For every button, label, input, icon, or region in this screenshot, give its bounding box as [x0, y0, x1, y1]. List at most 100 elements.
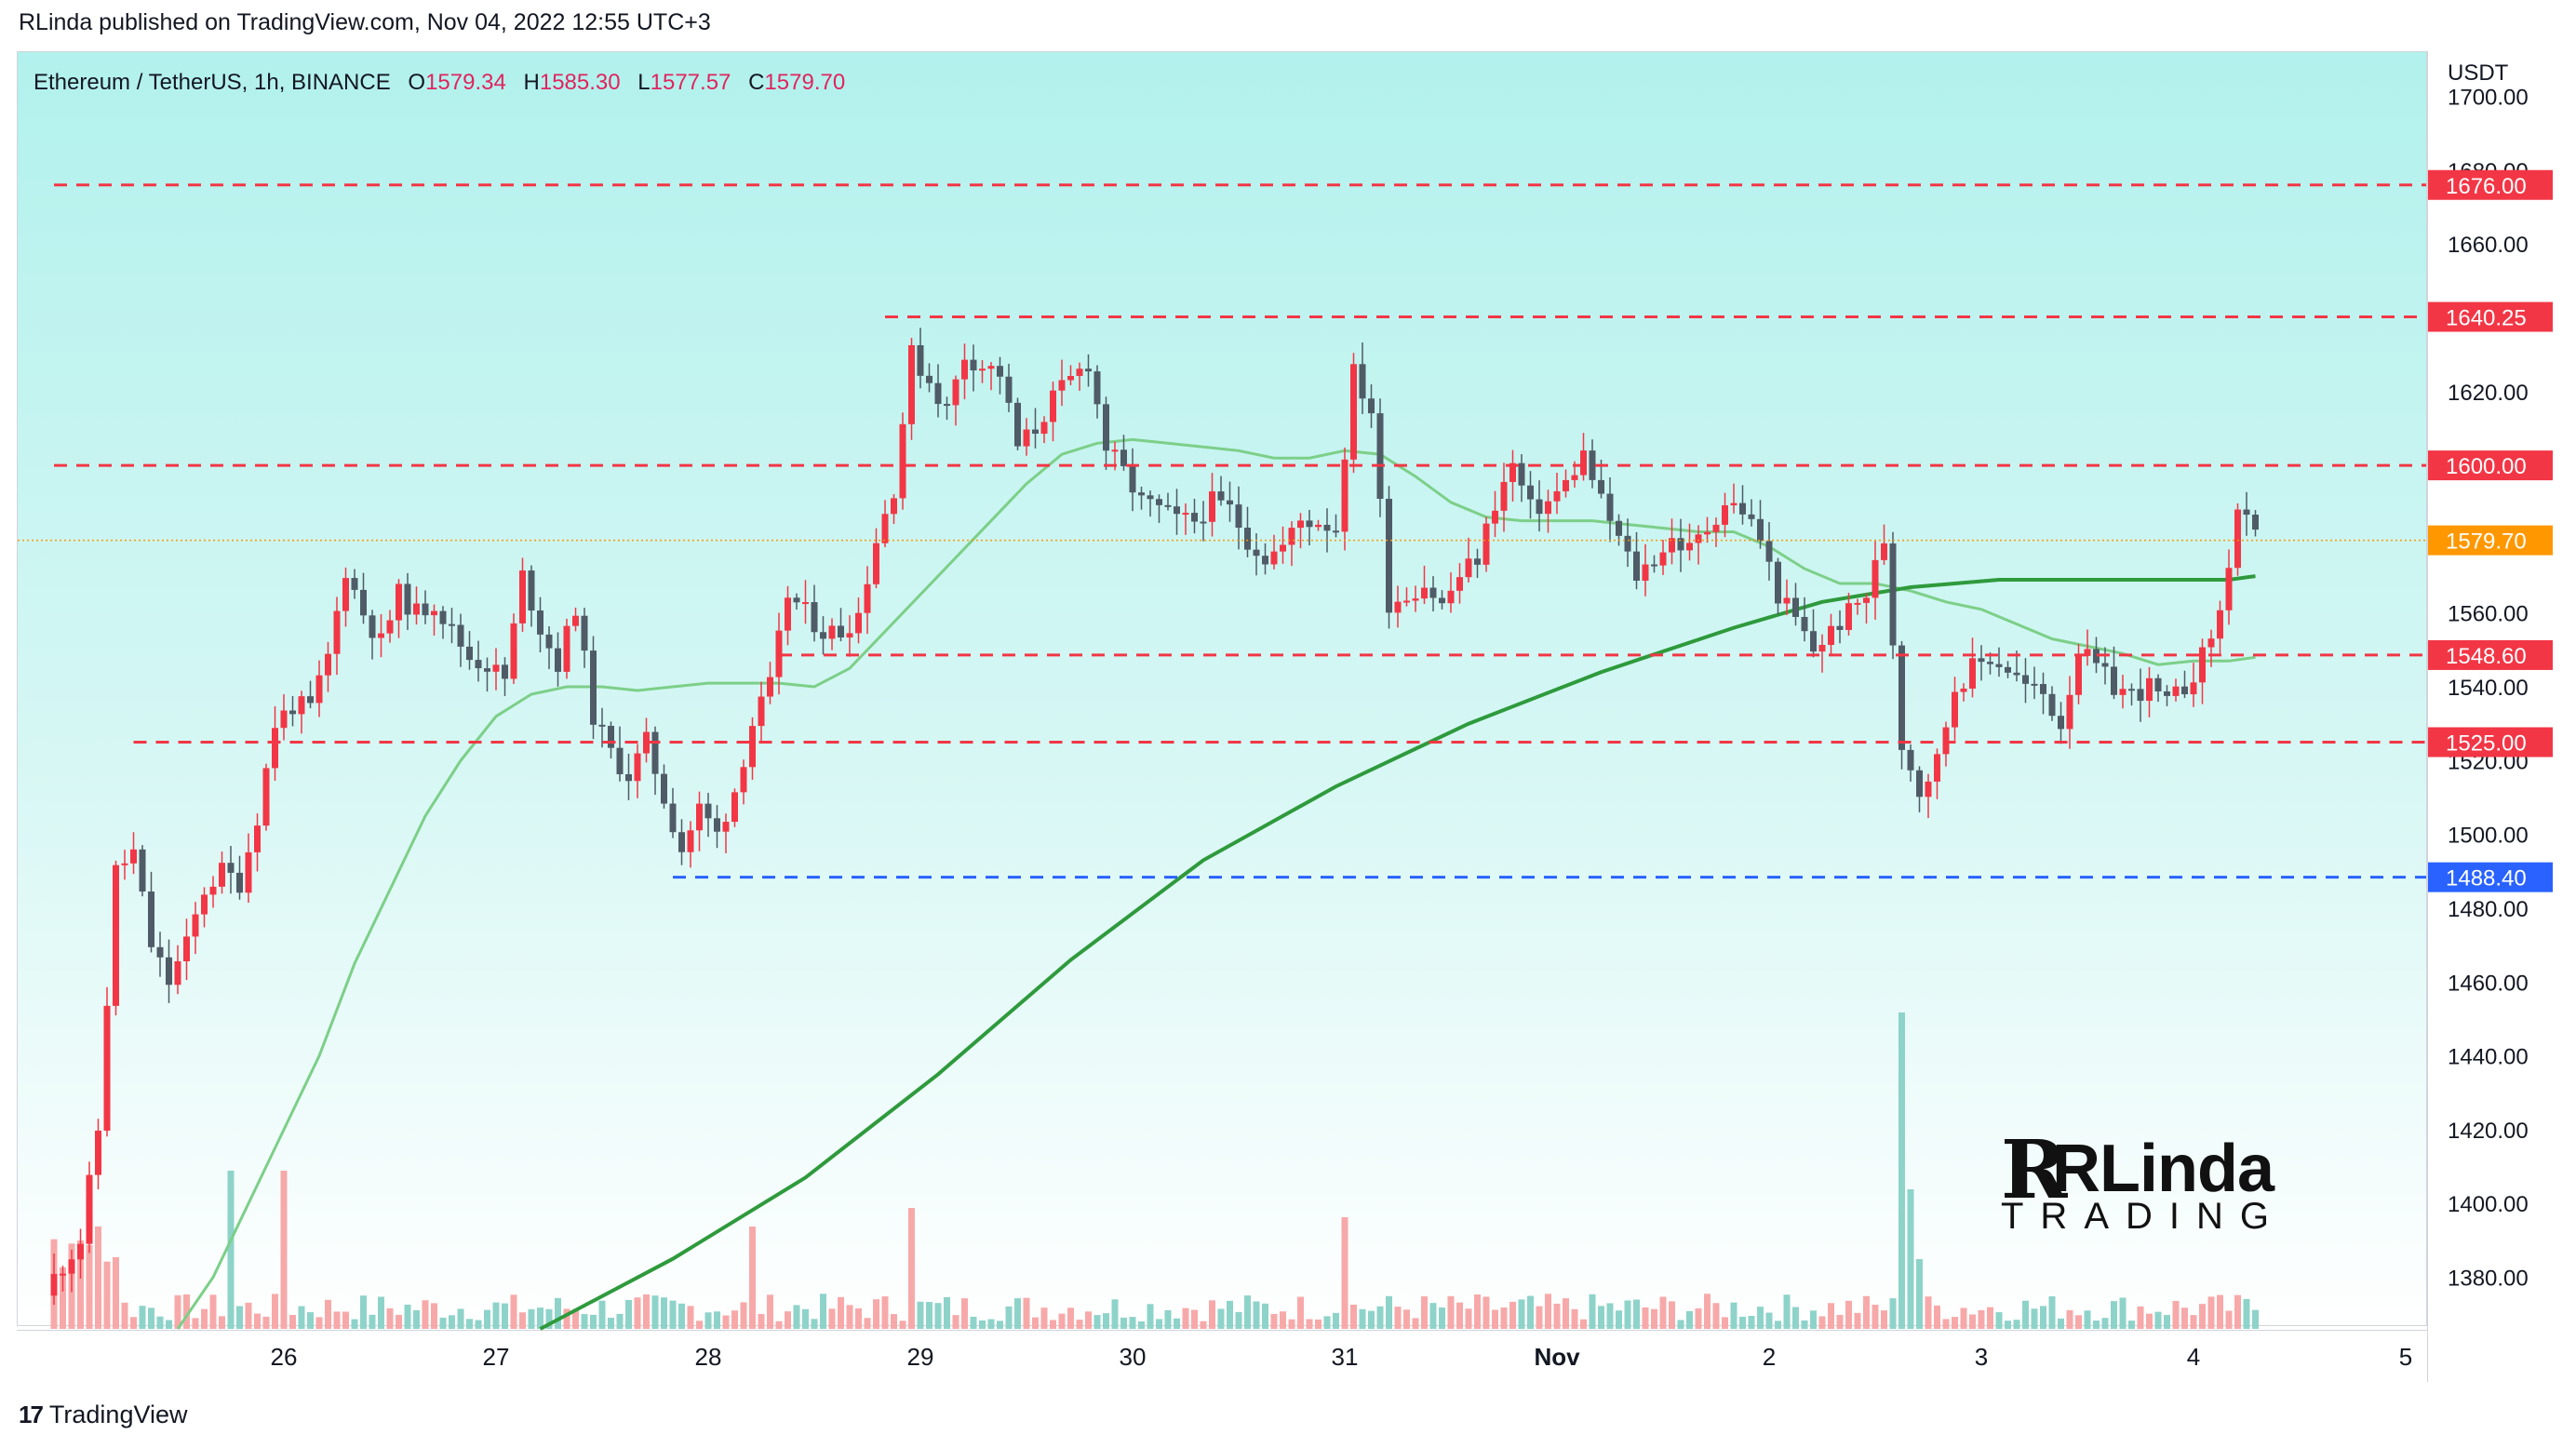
- level-price-badge: [2428, 862, 2553, 892]
- chart-plot-area[interactable]: [18, 52, 2426, 1330]
- candle-body: [1138, 492, 1145, 496]
- footer-brand: TradingView: [48, 1401, 188, 1428]
- volume-bar: [298, 1306, 305, 1329]
- volume-bar: [1563, 1298, 1569, 1329]
- candle-body: [2181, 686, 2188, 695]
- candle-body: [1995, 664, 2003, 667]
- candle-body: [1244, 528, 1251, 550]
- candle-body: [449, 623, 455, 626]
- volume-bar: [325, 1299, 331, 1329]
- candle-body: [1792, 597, 1799, 617]
- candle-body: [2199, 647, 2206, 683]
- volume-bar: [1509, 1301, 1516, 1329]
- candle-body: [174, 960, 181, 985]
- volume-bar: [1474, 1294, 1481, 1329]
- volume-bar: [121, 1302, 128, 1329]
- volume-bar: [1492, 1309, 1498, 1329]
- candle-body: [1872, 559, 1879, 598]
- volume-bar: [1005, 1306, 1013, 1329]
- candle-body: [439, 610, 447, 624]
- candle-body: [475, 660, 482, 669]
- candle-body: [785, 597, 791, 631]
- volume-bar: [1235, 1311, 1242, 1329]
- volume-bar: [315, 1317, 323, 1329]
- candle-body: [2005, 666, 2011, 673]
- candle-body: [1368, 398, 1375, 414]
- time-axis[interactable]: [17, 1330, 2427, 1382]
- candle-body: [1288, 528, 1295, 545]
- volume-bar: [166, 1320, 172, 1329]
- volume-bar: [130, 1317, 137, 1329]
- candle-body: [466, 646, 473, 661]
- level-price-label: 1525.00: [2446, 731, 2527, 757]
- volume-bar: [2031, 1308, 2038, 1329]
- candle-body: [245, 851, 252, 893]
- level-price-label: 1676.00: [2446, 174, 2527, 199]
- candle-body: [1589, 450, 1596, 480]
- y-tick-label: 1560.00: [2448, 602, 2529, 627]
- volume-bar: [979, 1320, 986, 1329]
- volume-bar: [1863, 1295, 1870, 1329]
- candle-body: [2207, 638, 2215, 648]
- volume-bar: [2066, 1309, 2073, 1329]
- current-price-label: 1579.70: [2446, 530, 2527, 555]
- candle-body: [1040, 422, 1048, 435]
- volume-bar: [1606, 1303, 1614, 1329]
- candle-body: [1518, 463, 1525, 486]
- x-tick-label: 28: [695, 1343, 722, 1371]
- candle-body: [1447, 590, 1455, 604]
- volume-bar: [369, 1314, 376, 1329]
- candle-body: [1563, 479, 1569, 491]
- candle-body: [891, 498, 897, 515]
- volume-bar: [289, 1315, 296, 1329]
- volume-bar: [396, 1314, 402, 1329]
- candle-body: [2022, 675, 2029, 684]
- volume-bar: [961, 1298, 968, 1329]
- candle-body: [378, 633, 384, 638]
- candle-body: [1934, 754, 1940, 782]
- candle-body: [1881, 543, 1887, 560]
- tradingview-footer[interactable]: 17 TradingView: [19, 1401, 188, 1429]
- candle-body: [1704, 531, 1711, 535]
- candle-body: [262, 768, 270, 826]
- x-tick-label: Nov: [1534, 1343, 1580, 1371]
- price-axis[interactable]: [2427, 51, 2575, 1382]
- volume-bar: [2190, 1315, 2197, 1329]
- volume-bar: [1748, 1315, 1755, 1329]
- candle-body: [1669, 538, 1675, 553]
- watermark-title: RLinda: [2052, 1132, 2274, 1206]
- candle-body: [1200, 521, 1207, 524]
- candle-body: [1775, 561, 1781, 604]
- volume-bar: [236, 1306, 243, 1329]
- volume-bar: [997, 1321, 1003, 1329]
- volume-bar: [1244, 1295, 1251, 1329]
- volume-bar: [1421, 1296, 1428, 1329]
- candle-body: [1898, 645, 1905, 750]
- volume-bar: [1447, 1295, 1455, 1329]
- volume-bar: [1616, 1310, 1622, 1329]
- volume-bar: [581, 1314, 588, 1329]
- candle-body: [2075, 655, 2082, 695]
- candle-body: [1854, 602, 1861, 605]
- candle-body: [608, 725, 614, 748]
- candle-body: [1306, 520, 1313, 528]
- volume-bar: [1916, 1259, 1923, 1329]
- candle-body: [86, 1174, 93, 1244]
- candle-body: [1262, 556, 1268, 565]
- candle-body: [2101, 663, 2109, 667]
- volume-bar: [1571, 1308, 1578, 1329]
- level-price-label: 1640.25: [2446, 306, 2527, 331]
- y-tick-label: 1500.00: [2448, 824, 2529, 849]
- volume-bar: [1960, 1307, 1967, 1329]
- volume-bar: [1589, 1294, 1596, 1329]
- volume-bar: [174, 1294, 181, 1329]
- candle-body: [572, 615, 579, 626]
- volume-bar: [1394, 1307, 1402, 1329]
- volume-bar: [625, 1300, 632, 1329]
- volume-bar: [2093, 1321, 2100, 1329]
- volume-bar: [1545, 1294, 1551, 1329]
- candle-body: [1801, 616, 1808, 632]
- x-tick-label: 3: [1975, 1343, 1988, 1371]
- volume-bar: [1315, 1319, 1322, 1329]
